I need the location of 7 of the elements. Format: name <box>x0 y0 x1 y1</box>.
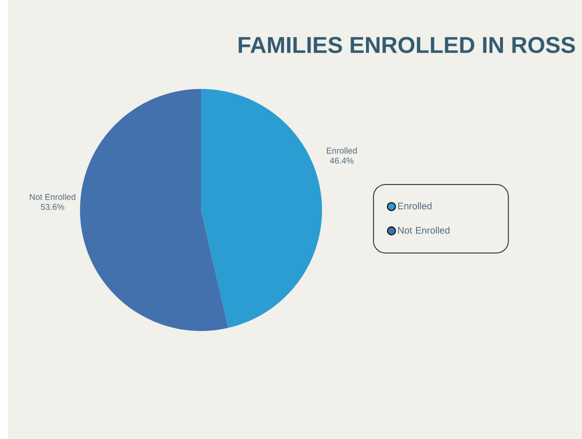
slice-label: Not Enrolled <box>30 194 76 200</box>
data-label: 53.6% <box>40 204 64 210</box>
slice-label: Enrolled <box>326 147 357 154</box>
legend-label: Enrolled <box>398 202 432 210</box>
data-label: 46.4% <box>330 158 354 164</box>
legend-label: Not Enrolled <box>398 226 450 234</box>
chart-title: FAMILIES ENROLLED IN ROSS <box>238 36 575 54</box>
